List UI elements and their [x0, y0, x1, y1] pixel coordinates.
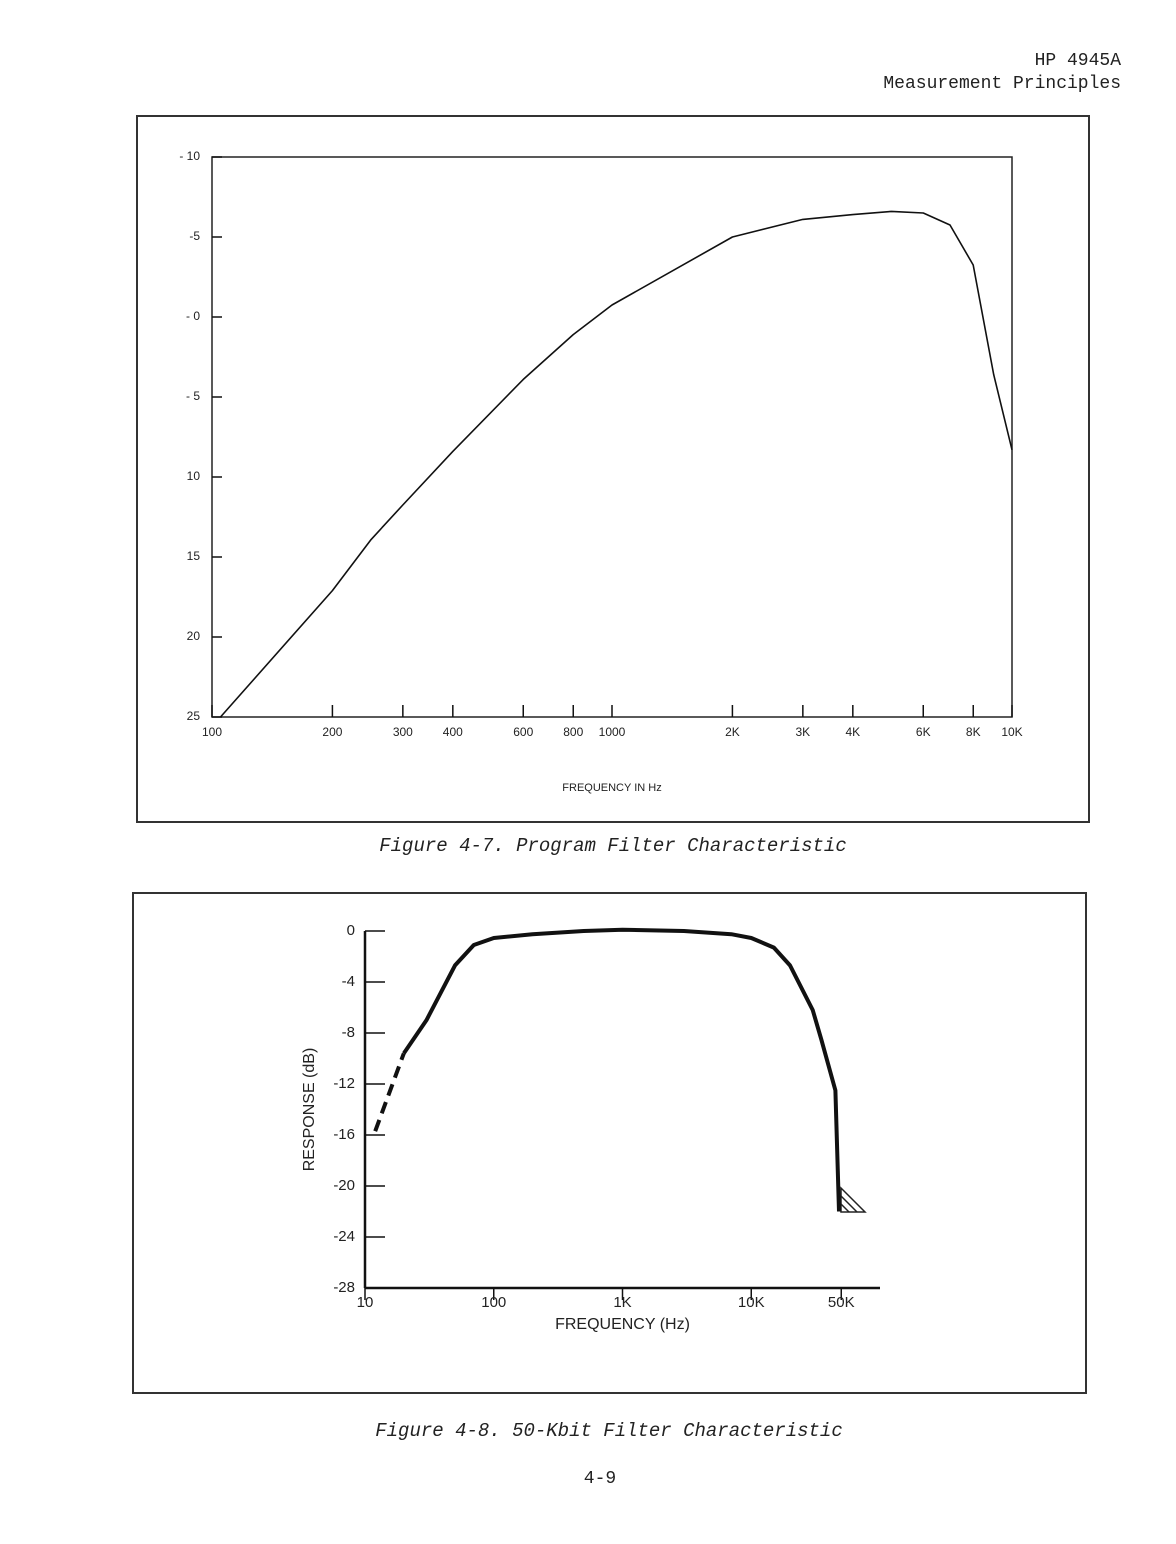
x-tick-label: 4K — [845, 725, 860, 739]
x-tick-label: 10K — [738, 1294, 765, 1311]
header-line: HP 4945A — [1035, 51, 1122, 71]
y-tick-label: - 5 — [186, 389, 200, 403]
x-tick-label: 1K — [613, 1294, 631, 1311]
header-line: Measurement Principles — [883, 74, 1121, 94]
x-tick-label: 2K — [725, 725, 740, 739]
x-tick-label: 3K — [796, 725, 811, 739]
x-tick-label: 100 — [202, 725, 222, 739]
data-line — [373, 1052, 406, 1132]
figure-caption: Figure 4-7. Program Filter Characteristi… — [379, 835, 846, 857]
y-axis-title: RESPONSE (dB) — [301, 1048, 318, 1172]
x-tick-label: 200 — [322, 725, 342, 739]
x-axis-title: FREQUENCY (Hz) — [555, 1316, 690, 1333]
y-tick-label: -5 — [189, 229, 200, 243]
y-tick-label: 15 — [187, 549, 201, 563]
y-tick-label: 0 — [347, 922, 355, 939]
x-tick-label: 800 — [563, 725, 583, 739]
hatch — [840, 1186, 867, 1213]
x-tick-label: 100 — [481, 1294, 506, 1311]
y-tick-label: 20 — [187, 629, 201, 643]
y-tick-label: - 0 — [186, 309, 200, 323]
x-tick-label: 300 — [393, 725, 413, 739]
plot-frame — [211, 156, 1013, 718]
figure-frame — [132, 892, 1087, 1394]
x-tick-label: 50K — [828, 1294, 855, 1311]
y-tick-label: -16 — [333, 1126, 355, 1143]
y-tick-label: -12 — [333, 1075, 355, 1092]
figure-frame — [136, 115, 1090, 823]
y-tick-label: -4 — [342, 973, 355, 990]
y-tick-label: -20 — [333, 1177, 355, 1194]
figure-caption: Figure 4-8. 50-Kbit Filter Characteristi… — [375, 1420, 842, 1442]
x-axis-title: FREQUENCY IN Hz — [562, 782, 661, 794]
x-tick-label: 600 — [513, 725, 533, 739]
data-line — [219, 210, 1013, 718]
y-tick-label: -24 — [333, 1228, 355, 1245]
y-tick-label: 25 — [187, 709, 201, 723]
data-line — [402, 927, 841, 1212]
y-tick-label: 10 — [187, 469, 201, 483]
x-tick-label: 10K — [1001, 725, 1022, 739]
x-tick-label: 8K — [966, 725, 981, 739]
x-tick-label: 400 — [443, 725, 463, 739]
page-number: 4-9 — [584, 1469, 616, 1489]
x-tick-label: 1000 — [599, 725, 626, 739]
y-tick-label: -28 — [333, 1279, 355, 1296]
x-tick-label: 6K — [916, 725, 931, 739]
x-tick-label: 10 — [357, 1294, 374, 1311]
y-tick-label: - 10 — [179, 149, 200, 163]
y-tick-label: -8 — [342, 1024, 355, 1041]
